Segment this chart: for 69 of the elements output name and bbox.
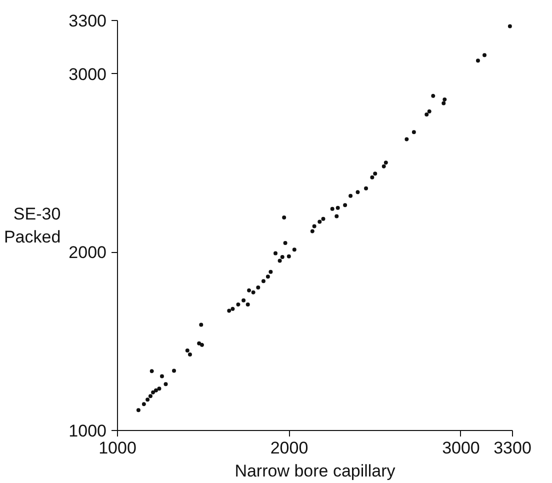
point bbox=[227, 308, 232, 313]
point bbox=[185, 348, 190, 352]
point bbox=[373, 172, 378, 176]
point bbox=[151, 390, 156, 394]
point bbox=[142, 402, 146, 406]
point bbox=[404, 137, 409, 142]
point bbox=[146, 398, 150, 402]
point bbox=[442, 101, 446, 106]
point bbox=[356, 190, 360, 194]
y-tick-label: 3000 bbox=[68, 64, 107, 84]
point bbox=[336, 206, 340, 210]
x-tick-label: 3300 bbox=[494, 438, 532, 458]
point bbox=[286, 254, 291, 258]
point bbox=[266, 274, 270, 279]
point bbox=[427, 109, 432, 114]
point bbox=[292, 248, 296, 252]
x-tick-label: 1000 bbox=[98, 438, 136, 458]
point bbox=[412, 130, 416, 134]
point bbox=[242, 298, 246, 302]
y-tick-label: 1000 bbox=[68, 422, 107, 440]
point bbox=[230, 306, 235, 311]
point bbox=[348, 194, 353, 198]
point bbox=[150, 369, 154, 374]
point bbox=[274, 251, 278, 256]
point bbox=[364, 186, 368, 190]
point bbox=[431, 94, 436, 98]
point bbox=[280, 255, 284, 260]
point bbox=[256, 286, 260, 290]
point bbox=[200, 342, 204, 347]
point bbox=[482, 53, 487, 58]
y-tick-label: 3300 bbox=[68, 12, 107, 30]
point bbox=[310, 229, 314, 234]
point bbox=[476, 58, 480, 63]
point bbox=[330, 206, 334, 211]
point bbox=[251, 290, 256, 294]
point bbox=[261, 279, 266, 284]
point bbox=[172, 368, 176, 373]
point bbox=[334, 214, 339, 218]
point bbox=[442, 97, 447, 102]
y-axis-title: SE-30 Packed bbox=[4, 204, 61, 246]
point bbox=[283, 240, 288, 245]
x-tick-label: 2000 bbox=[270, 438, 308, 458]
point bbox=[312, 224, 316, 228]
point bbox=[508, 24, 512, 28]
point bbox=[278, 258, 282, 263]
x-tick-label: 3000 bbox=[442, 438, 480, 458]
point bbox=[343, 203, 348, 208]
point bbox=[164, 382, 168, 386]
point bbox=[370, 175, 374, 180]
point bbox=[246, 302, 250, 306]
point bbox=[318, 220, 322, 224]
point bbox=[136, 408, 140, 412]
point bbox=[384, 160, 388, 165]
y-tick-label: 2000 bbox=[68, 243, 107, 262]
point bbox=[160, 374, 164, 378]
point bbox=[148, 394, 152, 398]
point bbox=[321, 216, 326, 221]
point bbox=[247, 288, 252, 292]
point bbox=[282, 215, 286, 220]
point bbox=[236, 302, 240, 306]
x-axis-title: Narrow bore capillary bbox=[234, 462, 396, 480]
point bbox=[424, 112, 429, 116]
point bbox=[157, 386, 162, 391]
point bbox=[154, 388, 158, 392]
point bbox=[188, 352, 192, 357]
point bbox=[197, 341, 202, 346]
point bbox=[199, 322, 204, 327]
point bbox=[382, 164, 386, 168]
point bbox=[268, 270, 273, 274]
